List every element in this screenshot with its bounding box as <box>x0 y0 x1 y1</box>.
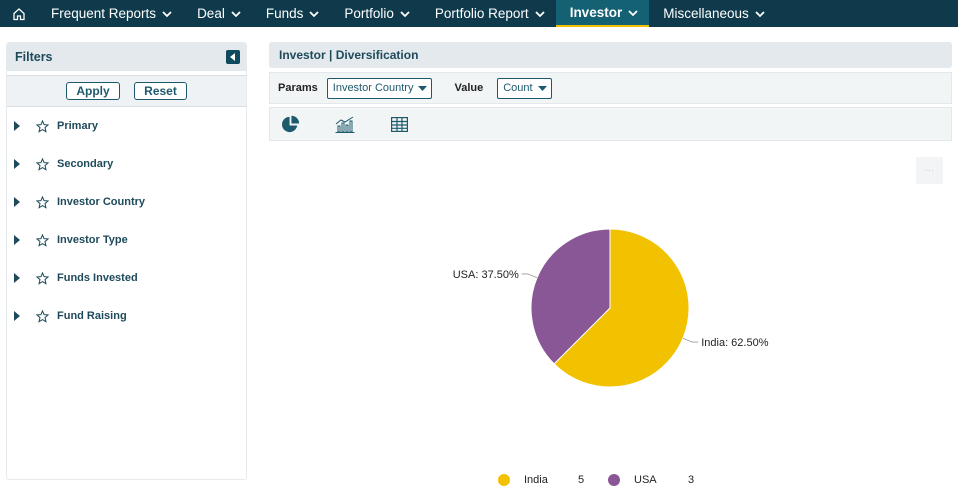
filter-label: Investor Type <box>57 234 128 246</box>
chevron-down-icon <box>628 9 638 17</box>
filters-panel: Filters Apply Reset Primary Secondary In… <box>6 42 247 480</box>
legend-item-usa[interactable]: USA 3 <box>608 474 718 486</box>
home-icon[interactable] <box>0 0 37 27</box>
params-select-value: Investor Country <box>332 82 414 94</box>
nav-label: Portfolio Report <box>434 6 529 21</box>
page-title: Investor | Diversification <box>269 42 952 68</box>
nav-item-frequent-reports[interactable]: Frequent Reports <box>37 0 183 27</box>
filter-item-investor-country[interactable]: Investor Country <box>7 183 246 221</box>
params-bar: Params Investor Country Value Count <box>269 72 952 104</box>
nav-item-deal[interactable]: Deal <box>183 0 252 27</box>
pie-label-connector <box>682 337 699 343</box>
caret-down-icon <box>418 85 428 91</box>
filter-label: Funds Invested <box>57 272 138 284</box>
nav-item-portfolio[interactable]: Portfolio <box>330 0 421 27</box>
caret-right-icon[interactable] <box>14 273 26 283</box>
caret-right-icon[interactable] <box>14 159 26 169</box>
params-label: Params <box>278 82 318 94</box>
nav-label: Miscellaneous <box>663 6 749 21</box>
filter-item-investor-type[interactable]: Investor Type <box>7 221 246 259</box>
filters-title: Filters <box>15 50 53 64</box>
nav-item-miscellaneous[interactable]: Miscellaneous <box>649 0 776 27</box>
pie-chart-icon[interactable] <box>279 114 301 134</box>
filter-actions: Apply Reset <box>7 75 246 107</box>
value-label: Value <box>454 82 484 94</box>
view-toggle-bar <box>269 107 952 141</box>
top-navigation: Frequent Reports Deal Funds Portfolio Po… <box>0 0 958 27</box>
nav-label: Funds <box>265 6 304 21</box>
legend-value: 5 <box>578 474 585 486</box>
filter-list: Primary Secondary Investor Country Inves… <box>7 107 246 335</box>
star-icon[interactable] <box>36 119 50 133</box>
legend-name: India <box>524 474 548 486</box>
legend-dot-icon <box>498 474 510 486</box>
star-icon[interactable] <box>36 233 50 247</box>
value-select[interactable]: Count <box>497 77 552 99</box>
pie-label-usa: USA: 37.50% <box>453 269 519 281</box>
pie-chart: India: 62.50% USA: 37.50% <box>453 228 769 388</box>
caret-right-icon[interactable] <box>14 197 26 207</box>
caret-right-icon[interactable] <box>14 311 26 321</box>
star-icon[interactable] <box>36 157 50 171</box>
chevron-down-icon <box>535 10 545 18</box>
chevron-down-icon <box>231 10 241 18</box>
filter-label: Primary <box>57 120 98 132</box>
nav-label: Deal <box>197 6 225 21</box>
legend-item-india[interactable]: India 5 <box>498 474 608 486</box>
pie-label-connector <box>521 273 538 279</box>
pie-label-india: India: 62.50% <box>701 337 768 349</box>
chart-legend: India 5 USA 3 <box>498 474 718 486</box>
filter-label: Investor Country <box>57 196 146 208</box>
chevron-down-icon <box>309 10 319 18</box>
chart-menu-button[interactable]: ··· <box>916 157 943 184</box>
chevron-left-icon <box>230 53 235 61</box>
legend-value: 3 <box>688 474 695 486</box>
nav-label: Frequent Reports <box>51 6 157 21</box>
pie-slice-usa[interactable] <box>530 228 611 365</box>
nav-item-portfolio-report[interactable]: Portfolio Report <box>421 0 556 27</box>
filter-item-fund-raising[interactable]: Fund Raising <box>7 297 246 335</box>
legend-dot-icon <box>608 474 620 486</box>
filter-item-primary[interactable]: Primary <box>7 107 246 145</box>
nav-item-funds[interactable]: Funds <box>252 0 331 27</box>
caret-right-icon[interactable] <box>14 235 26 245</box>
filter-label: Secondary <box>57 158 114 170</box>
params-select[interactable]: Investor Country <box>326 77 433 99</box>
table-icon[interactable] <box>388 114 410 134</box>
caret-down-icon <box>537 85 547 91</box>
caret-right-icon[interactable] <box>14 121 26 131</box>
filter-label: Fund Raising <box>57 310 127 322</box>
chevron-down-icon <box>755 10 765 18</box>
filters-header: Filters <box>7 43 246 71</box>
chevron-down-icon <box>162 10 172 18</box>
star-icon[interactable] <box>36 309 50 323</box>
collapse-panel-button[interactable] <box>226 50 240 64</box>
star-icon[interactable] <box>36 195 50 209</box>
apply-button[interactable]: Apply <box>66 82 120 100</box>
bar-chart-icon[interactable] <box>334 114 356 134</box>
value-select-value: Count <box>503 82 533 94</box>
nav-item-investor[interactable]: Investor <box>555 0 650 27</box>
main-panel: Investor | Diversification Params Invest… <box>269 42 952 141</box>
chevron-down-icon <box>400 10 410 18</box>
reset-button[interactable]: Reset <box>134 82 187 100</box>
nav-label: Portfolio <box>344 6 394 21</box>
nav-label: Investor <box>569 5 623 20</box>
star-icon[interactable] <box>36 271 50 285</box>
filter-item-funds-invested[interactable]: Funds Invested <box>7 259 246 297</box>
filter-item-secondary[interactable]: Secondary <box>7 145 246 183</box>
legend-name: USA <box>634 474 657 486</box>
